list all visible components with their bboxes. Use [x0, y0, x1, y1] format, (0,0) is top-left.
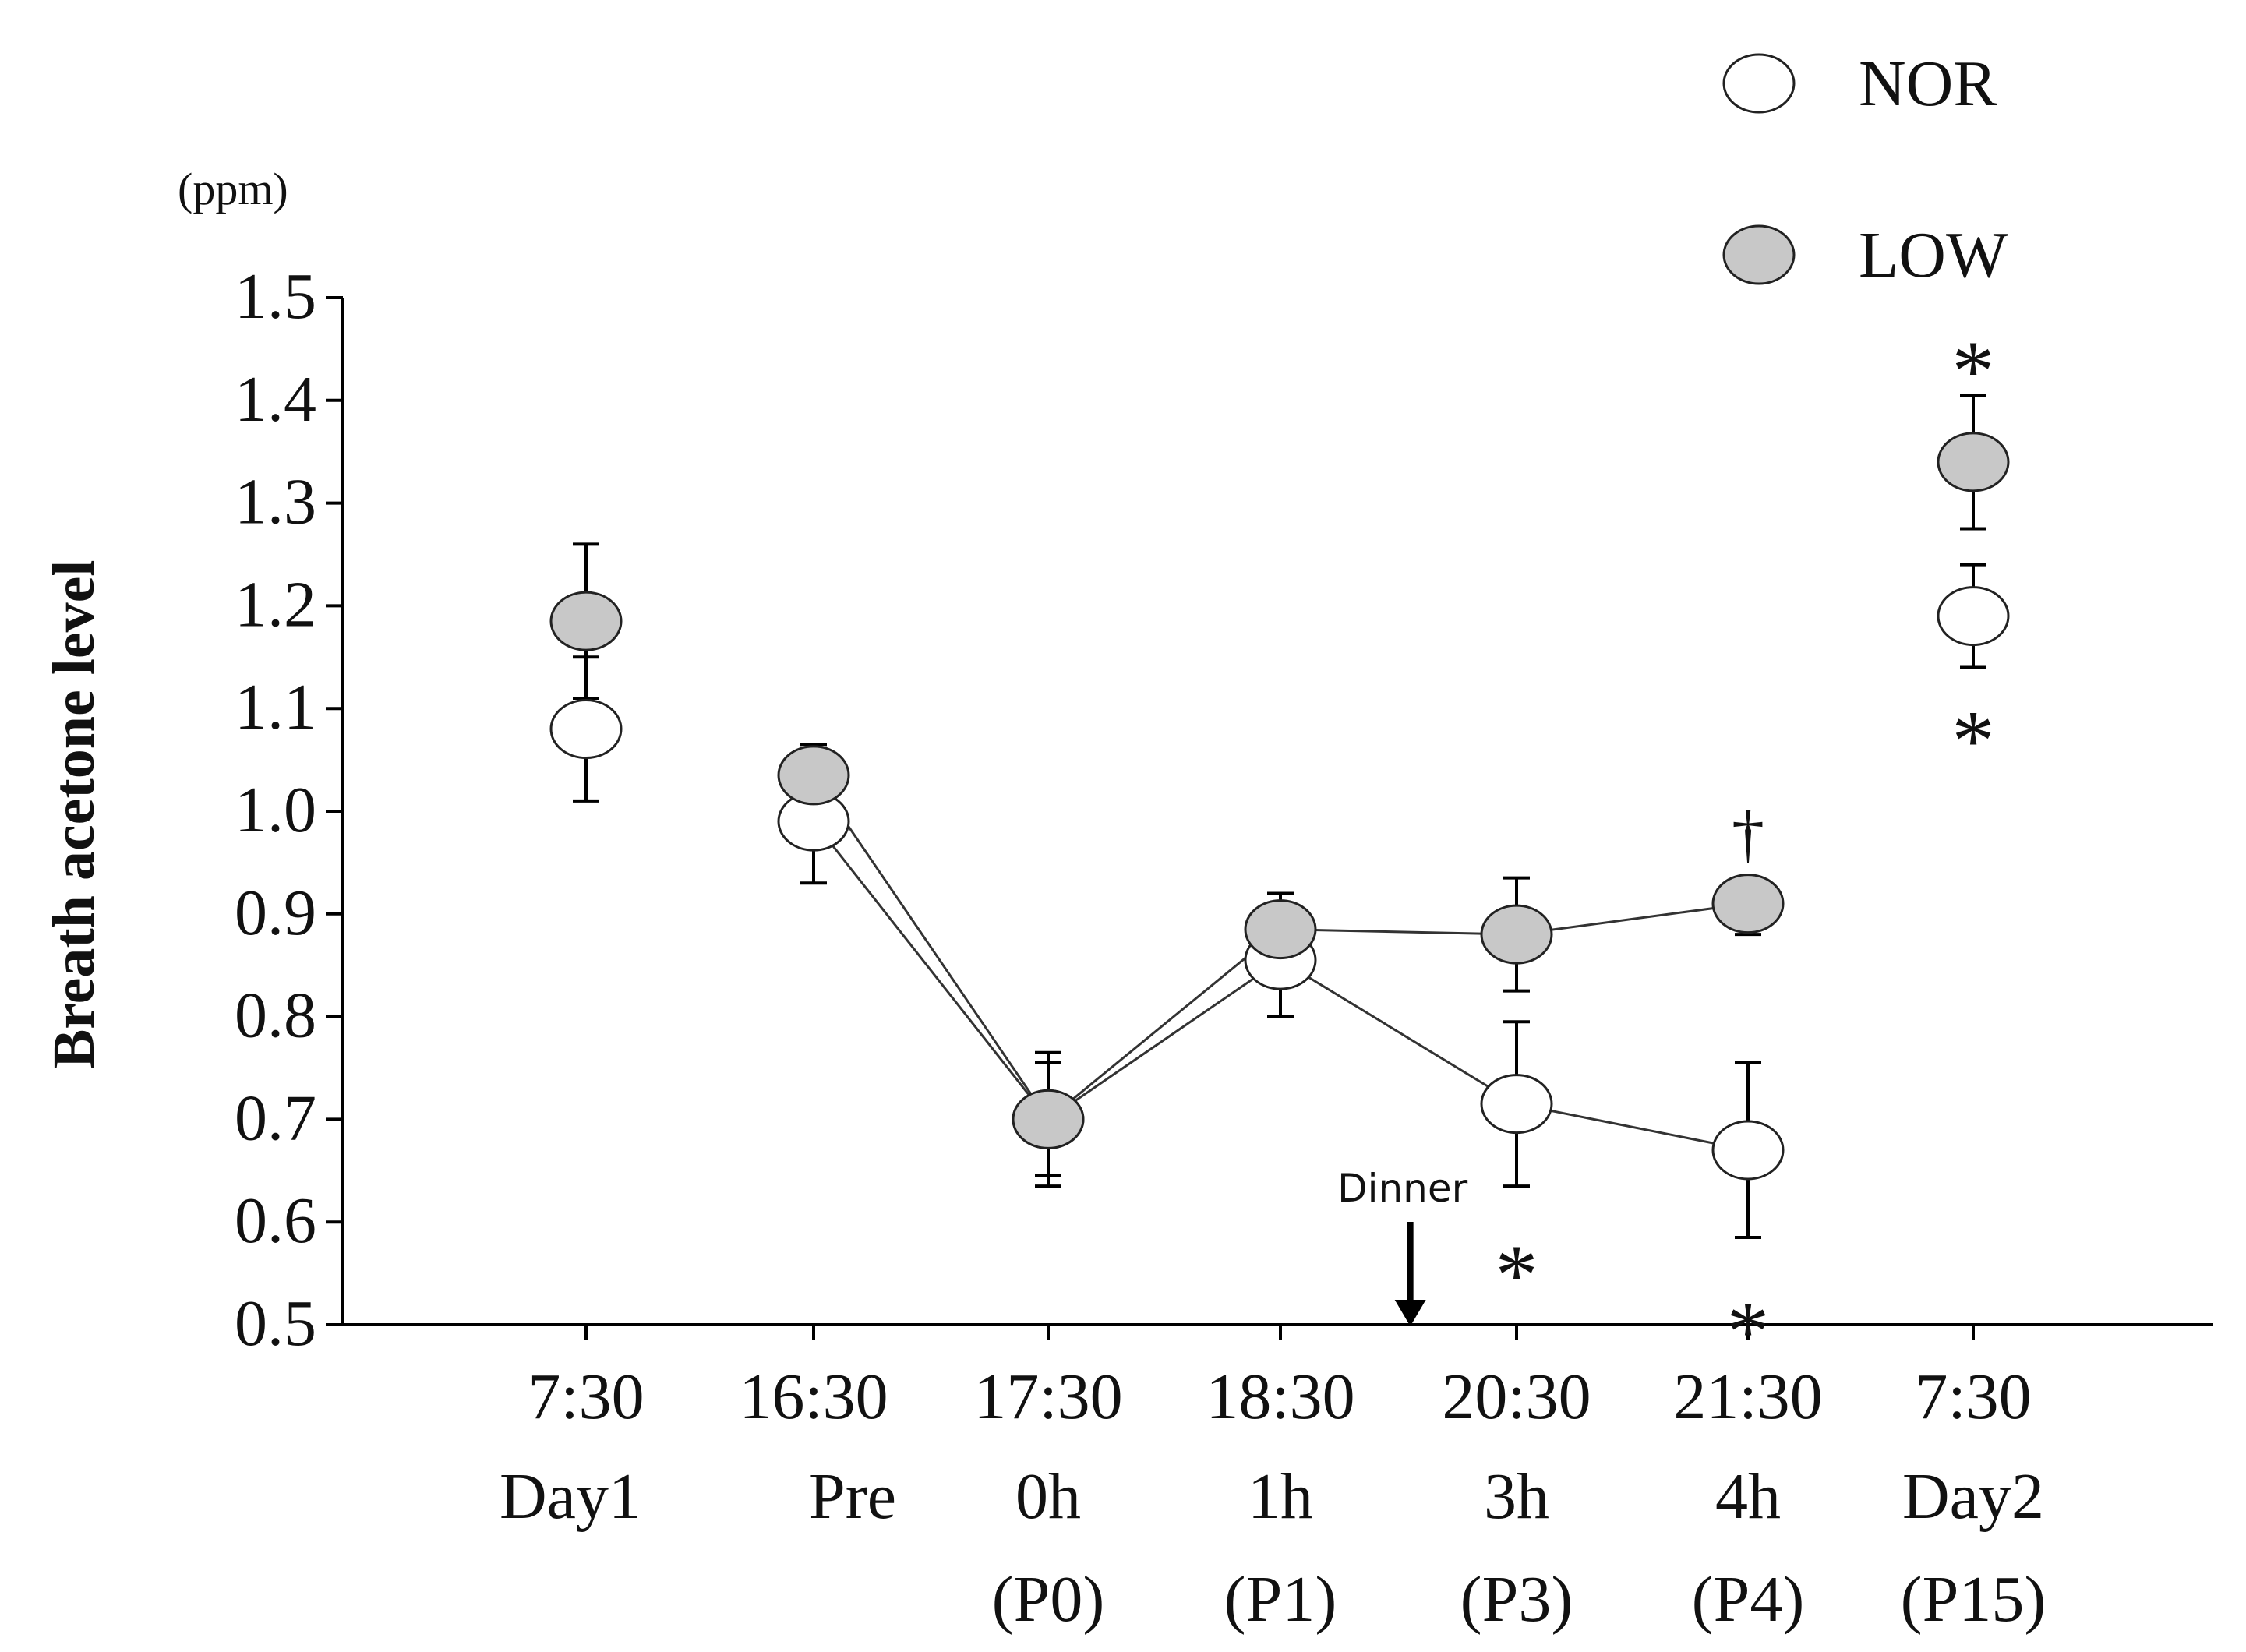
x-tick-sublabel: (P4) — [1692, 1563, 1805, 1636]
point-low — [1937, 432, 2010, 492]
y-tick-label: 0.9 — [235, 877, 316, 949]
x-tick-sublabel: (P1) — [1224, 1563, 1337, 1636]
y-tick-label: 1.2 — [235, 568, 316, 641]
dagger-mark: † — [1732, 797, 1764, 870]
y-axis-label: Breath acetone level — [41, 560, 107, 1069]
x-tick-time: 16:30 — [739, 1361, 888, 1433]
point-nor — [1711, 1120, 1785, 1181]
x-tick-time: 21:30 — [1673, 1361, 1822, 1433]
annotations: Dinner * * † * * — [1337, 323, 1994, 1378]
x-tick-label: 3h — [1484, 1460, 1549, 1533]
point-low — [1480, 904, 1553, 965]
error-bars — [573, 394, 1986, 1239]
point-low — [1711, 874, 1785, 934]
x-tick-label: Pre — [809, 1460, 896, 1533]
point-nor — [1480, 1074, 1553, 1135]
y-tick-label: 1.3 — [235, 466, 316, 538]
legend-marker-low — [1722, 224, 1796, 285]
dinner-label: Dinner — [1337, 1166, 1468, 1211]
x-tick-time: 7:30 — [528, 1361, 644, 1433]
significance-asterisk: * — [1952, 694, 1995, 789]
legend-label-nor: NOR — [1859, 48, 1997, 120]
x-tick-time: 7:30 — [1915, 1361, 2031, 1433]
point-low — [1012, 1089, 1085, 1149]
y-tick-label: 1.4 — [235, 363, 316, 436]
point-low — [549, 591, 623, 651]
unit-label: (ppm) — [178, 164, 288, 214]
y-tick-label: 1.0 — [235, 774, 316, 846]
data-points — [549, 432, 2010, 1181]
x-tick-time: 18:30 — [1206, 1361, 1354, 1433]
x-tick-label: 4h — [1715, 1460, 1781, 1533]
significance-asterisk: * — [1496, 1227, 1538, 1322]
point-nor — [549, 699, 623, 760]
x-tick-label: Day1 — [500, 1460, 641, 1533]
x-tick-sublabel: (P15) — [1901, 1563, 2046, 1636]
significance-asterisk: * — [1952, 323, 1995, 418]
x-axis-ticks: 7:30 Day1 16:30 Pre 17:30 0h (P0) 18:30 1h (P1) 20… — [500, 1325, 2046, 1636]
legend-marker-nor — [1722, 53, 1796, 114]
dinner-arrow-head — [1394, 1300, 1426, 1326]
significance-asterisk: * — [1727, 1283, 1770, 1378]
y-tick-label: 1.5 — [235, 260, 316, 333]
y-tick-label: 0.7 — [235, 1082, 316, 1154]
point-low — [1244, 899, 1317, 960]
y-tick-label: 0.6 — [235, 1184, 316, 1257]
axes — [341, 298, 2213, 1326]
y-axis-ticks: 1.5 1.4 1.3 1.2 1.1 1.0 0.9 0.8 0.7 0.6 0.5 — [235, 260, 343, 1360]
x-tick-label: 0h — [1015, 1460, 1081, 1533]
y-tick-label: 1.1 — [235, 671, 316, 743]
legend-label-low: LOW — [1859, 219, 2008, 291]
x-tick-label: 1h — [1248, 1460, 1313, 1533]
x-tick-label: Day2 — [1902, 1460, 2044, 1533]
legend: NOR LOW — [1722, 48, 2008, 291]
point-low — [777, 745, 850, 806]
point-nor — [1937, 586, 2010, 647]
x-tick-time: 17:30 — [973, 1361, 1122, 1433]
x-tick-sublabel: (P0) — [992, 1563, 1105, 1636]
x-tick-sublabel: (P3) — [1460, 1563, 1573, 1636]
x-tick-time: 20:30 — [1442, 1361, 1591, 1433]
y-tick-label: 0.8 — [235, 980, 316, 1052]
y-tick-label: 0.5 — [235, 1287, 316, 1360]
